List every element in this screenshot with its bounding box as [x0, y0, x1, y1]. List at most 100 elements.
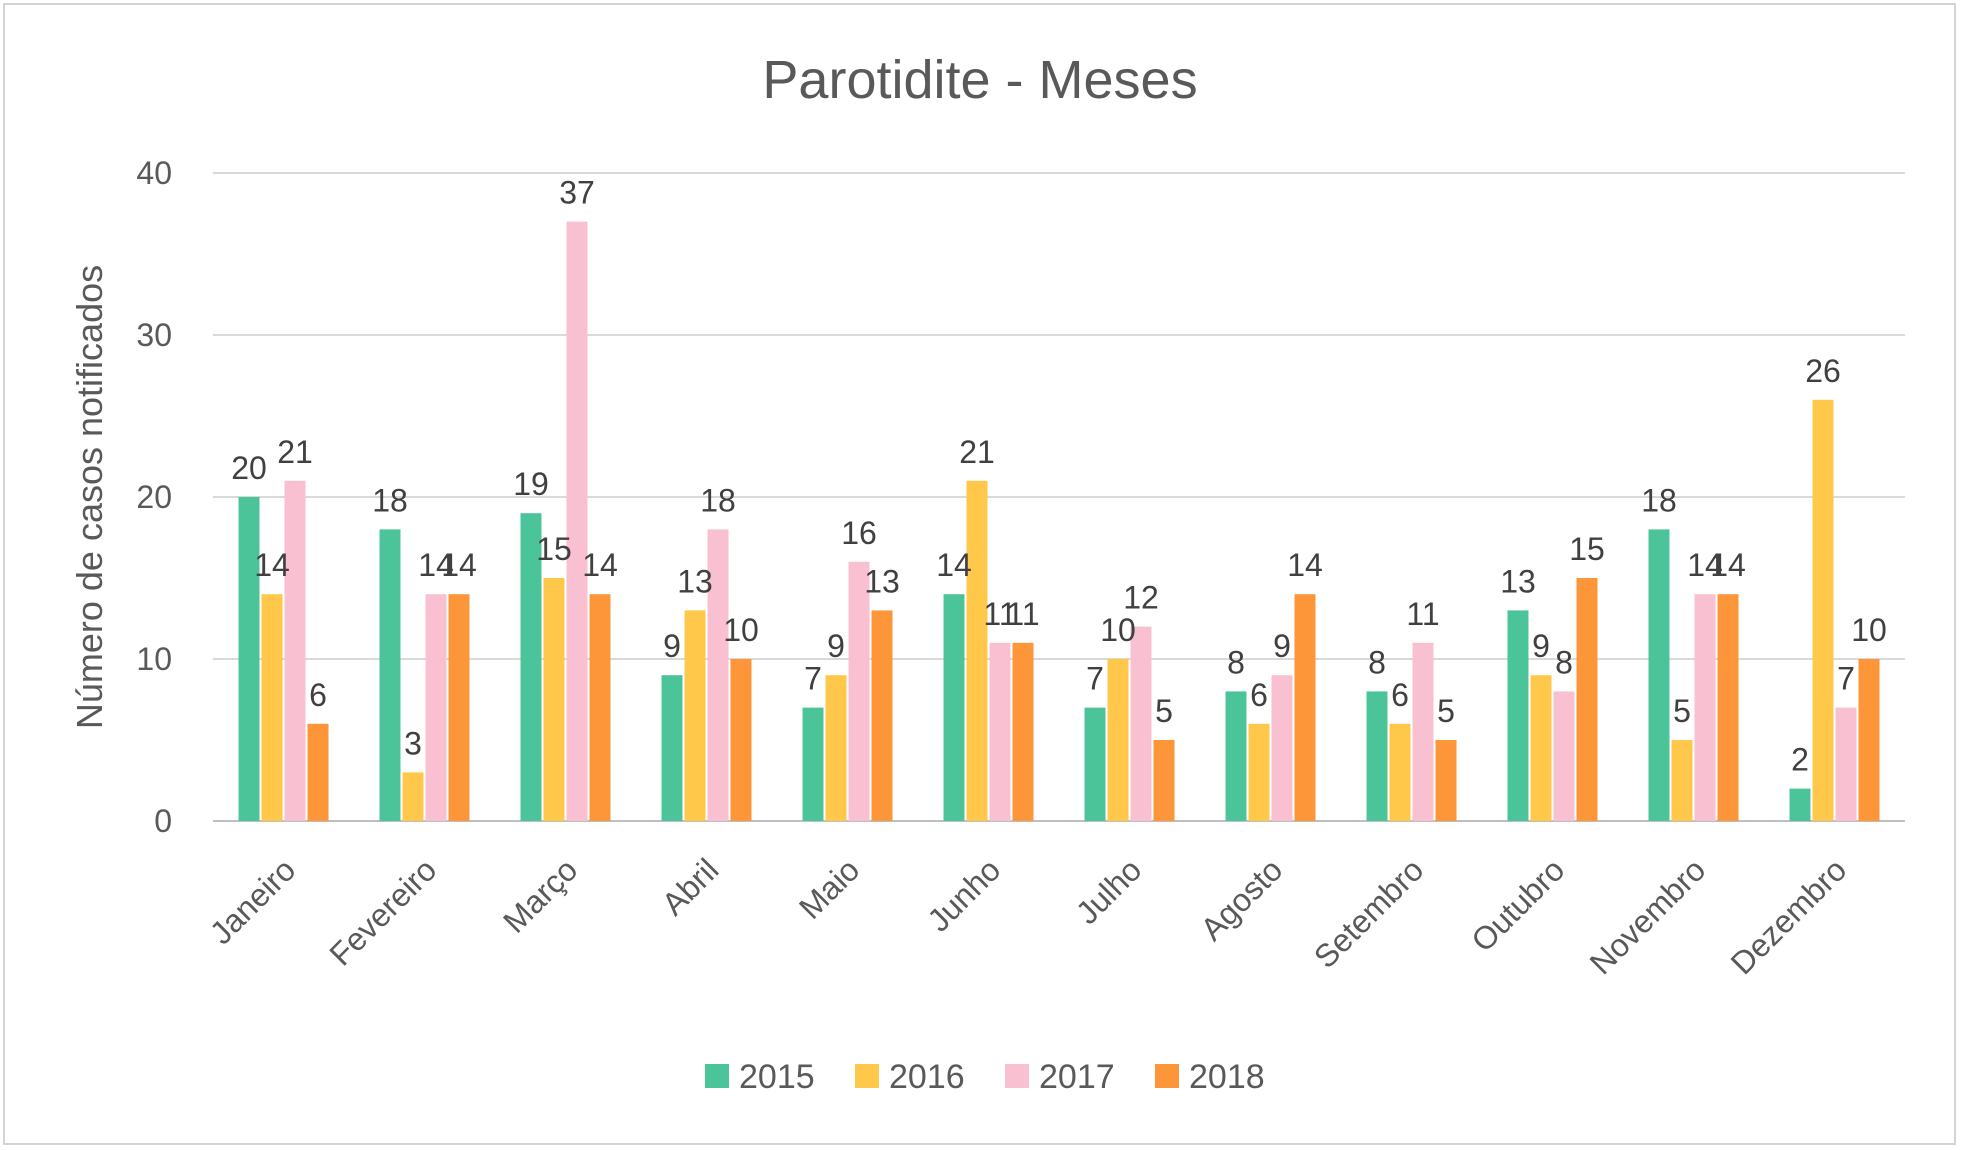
category-label: Dezembro: [1724, 851, 1854, 981]
category-label: Julho: [1069, 851, 1149, 931]
data-label: 14: [254, 547, 290, 583]
bar-2015-agosto: [1225, 691, 1247, 821]
bar-2017-outubro: [1553, 691, 1575, 821]
bar-2016-dezembro: [1812, 399, 1834, 821]
category-label: Novembro: [1583, 851, 1713, 981]
y-tick-label: 10: [136, 641, 172, 677]
data-label: 10: [1100, 612, 1136, 648]
data-label: 2: [1791, 742, 1809, 778]
bar-2015-novembro: [1648, 529, 1670, 821]
bar-2015-julho: [1084, 707, 1106, 821]
data-label: 15: [536, 531, 572, 567]
data-label: 16: [841, 515, 877, 551]
bar-2018-agosto: [1294, 594, 1316, 821]
data-label: 6: [1391, 677, 1409, 713]
data-label: 10: [723, 612, 759, 648]
data-label: 12: [1123, 580, 1159, 616]
y-tick-label: 0: [154, 803, 172, 839]
category-label: Agosto: [1194, 851, 1290, 947]
bar-2015-março: [520, 513, 542, 821]
category-label: Abril: [655, 851, 726, 922]
data-label: 11: [1006, 596, 1039, 632]
bar-2015-janeiro: [238, 497, 260, 821]
gridlines: [213, 172, 1905, 822]
bar-2018-abril: [730, 659, 752, 821]
bar-2016-junho: [966, 480, 988, 821]
data-label: 9: [663, 628, 681, 664]
bar-2017-setembro: [1412, 642, 1434, 821]
legend-swatch: [855, 1064, 879, 1088]
bar-2016-abril: [684, 610, 706, 821]
bar-2016-setembro: [1389, 723, 1411, 821]
data-label: 37: [559, 175, 595, 211]
category-label: Junho: [920, 851, 1007, 938]
bar-2017-agosto: [1271, 675, 1293, 821]
data-label: 21: [959, 434, 995, 470]
category-label: Setembro: [1307, 851, 1431, 975]
bar-2015-fevereiro: [379, 529, 401, 821]
bar-2015-abril: [661, 675, 683, 821]
category-label: Fevereiro: [322, 851, 443, 972]
bar-2016-março: [543, 578, 565, 821]
data-label: 14: [418, 547, 454, 583]
bar-2018-março: [589, 594, 611, 821]
bar-2015-outubro: [1507, 610, 1529, 821]
data-label: 5: [1155, 693, 1173, 729]
data-label: 5: [1437, 693, 1455, 729]
category-label: Janeiro: [203, 851, 303, 951]
bar-2015-junho: [943, 594, 965, 821]
legend-item-2017: 2017: [1005, 1058, 1115, 1096]
data-label: 7: [1086, 661, 1104, 697]
data-label: 14: [1710, 547, 1746, 583]
data-label: 11: [1406, 596, 1439, 632]
category-label: Outubro: [1464, 851, 1571, 958]
data-label: 13: [677, 563, 713, 599]
legend-label: 2018: [1189, 1058, 1265, 1096]
legend-swatch: [705, 1064, 729, 1088]
bar-2017-maio: [848, 561, 870, 821]
y-tick-label: 20: [136, 479, 172, 515]
y-tick-label: 30: [136, 317, 172, 353]
legend: 2015 2016 2017 2018: [705, 1058, 1265, 1096]
data-label: 14: [582, 547, 618, 583]
legend-label: 2015: [739, 1058, 815, 1096]
bar-2016-fevereiro: [402, 772, 424, 821]
category-labels: Janeiro Fevereiro Março Abril Maio Junho Julho…: [203, 851, 1854, 981]
data-label: 3: [404, 725, 422, 761]
bar-2017-janeiro: [284, 480, 306, 821]
data-label: 18: [1641, 482, 1677, 518]
bar-2018-fevereiro: [448, 594, 470, 821]
data-label: 14: [936, 547, 972, 583]
data-label: 14: [1687, 547, 1723, 583]
data-label: 14: [1287, 547, 1323, 583]
data-label: 9: [1532, 628, 1550, 664]
data-label: 6: [309, 677, 327, 713]
data-label: 8: [1555, 644, 1573, 680]
data-label: 8: [1368, 644, 1386, 680]
legend-label: 2016: [889, 1058, 965, 1096]
bar-2018-junho: [1012, 642, 1034, 821]
category-label: Março: [496, 851, 584, 939]
data-label: 7: [804, 661, 822, 697]
bar-2016-janeiro: [261, 594, 283, 821]
bar-2018-outubro: [1576, 578, 1598, 821]
bar-2015-dezembro: [1789, 788, 1811, 821]
data-label: 13: [864, 563, 900, 599]
bar-2015-setembro: [1366, 691, 1388, 821]
y-axis-label: Número de casos notificados: [69, 265, 110, 729]
data-label: 13: [1500, 563, 1536, 599]
y-tick-labels: 0 10 20 30 40: [136, 155, 172, 839]
bar-2017-fevereiro: [425, 594, 447, 821]
y-tick-label: 40: [136, 155, 172, 191]
data-label: 19: [513, 466, 549, 502]
bar-2016-maio: [825, 675, 847, 821]
legend-label: 2017: [1039, 1058, 1115, 1096]
bar-2017-julho: [1130, 626, 1152, 821]
bar-2016-outubro: [1530, 675, 1552, 821]
data-label: 21: [277, 434, 313, 470]
data-label: 6: [1250, 677, 1268, 713]
legend-swatch: [1005, 1064, 1029, 1088]
category-label: Maio: [792, 851, 867, 926]
legend-item-2016: 2016: [855, 1058, 965, 1096]
